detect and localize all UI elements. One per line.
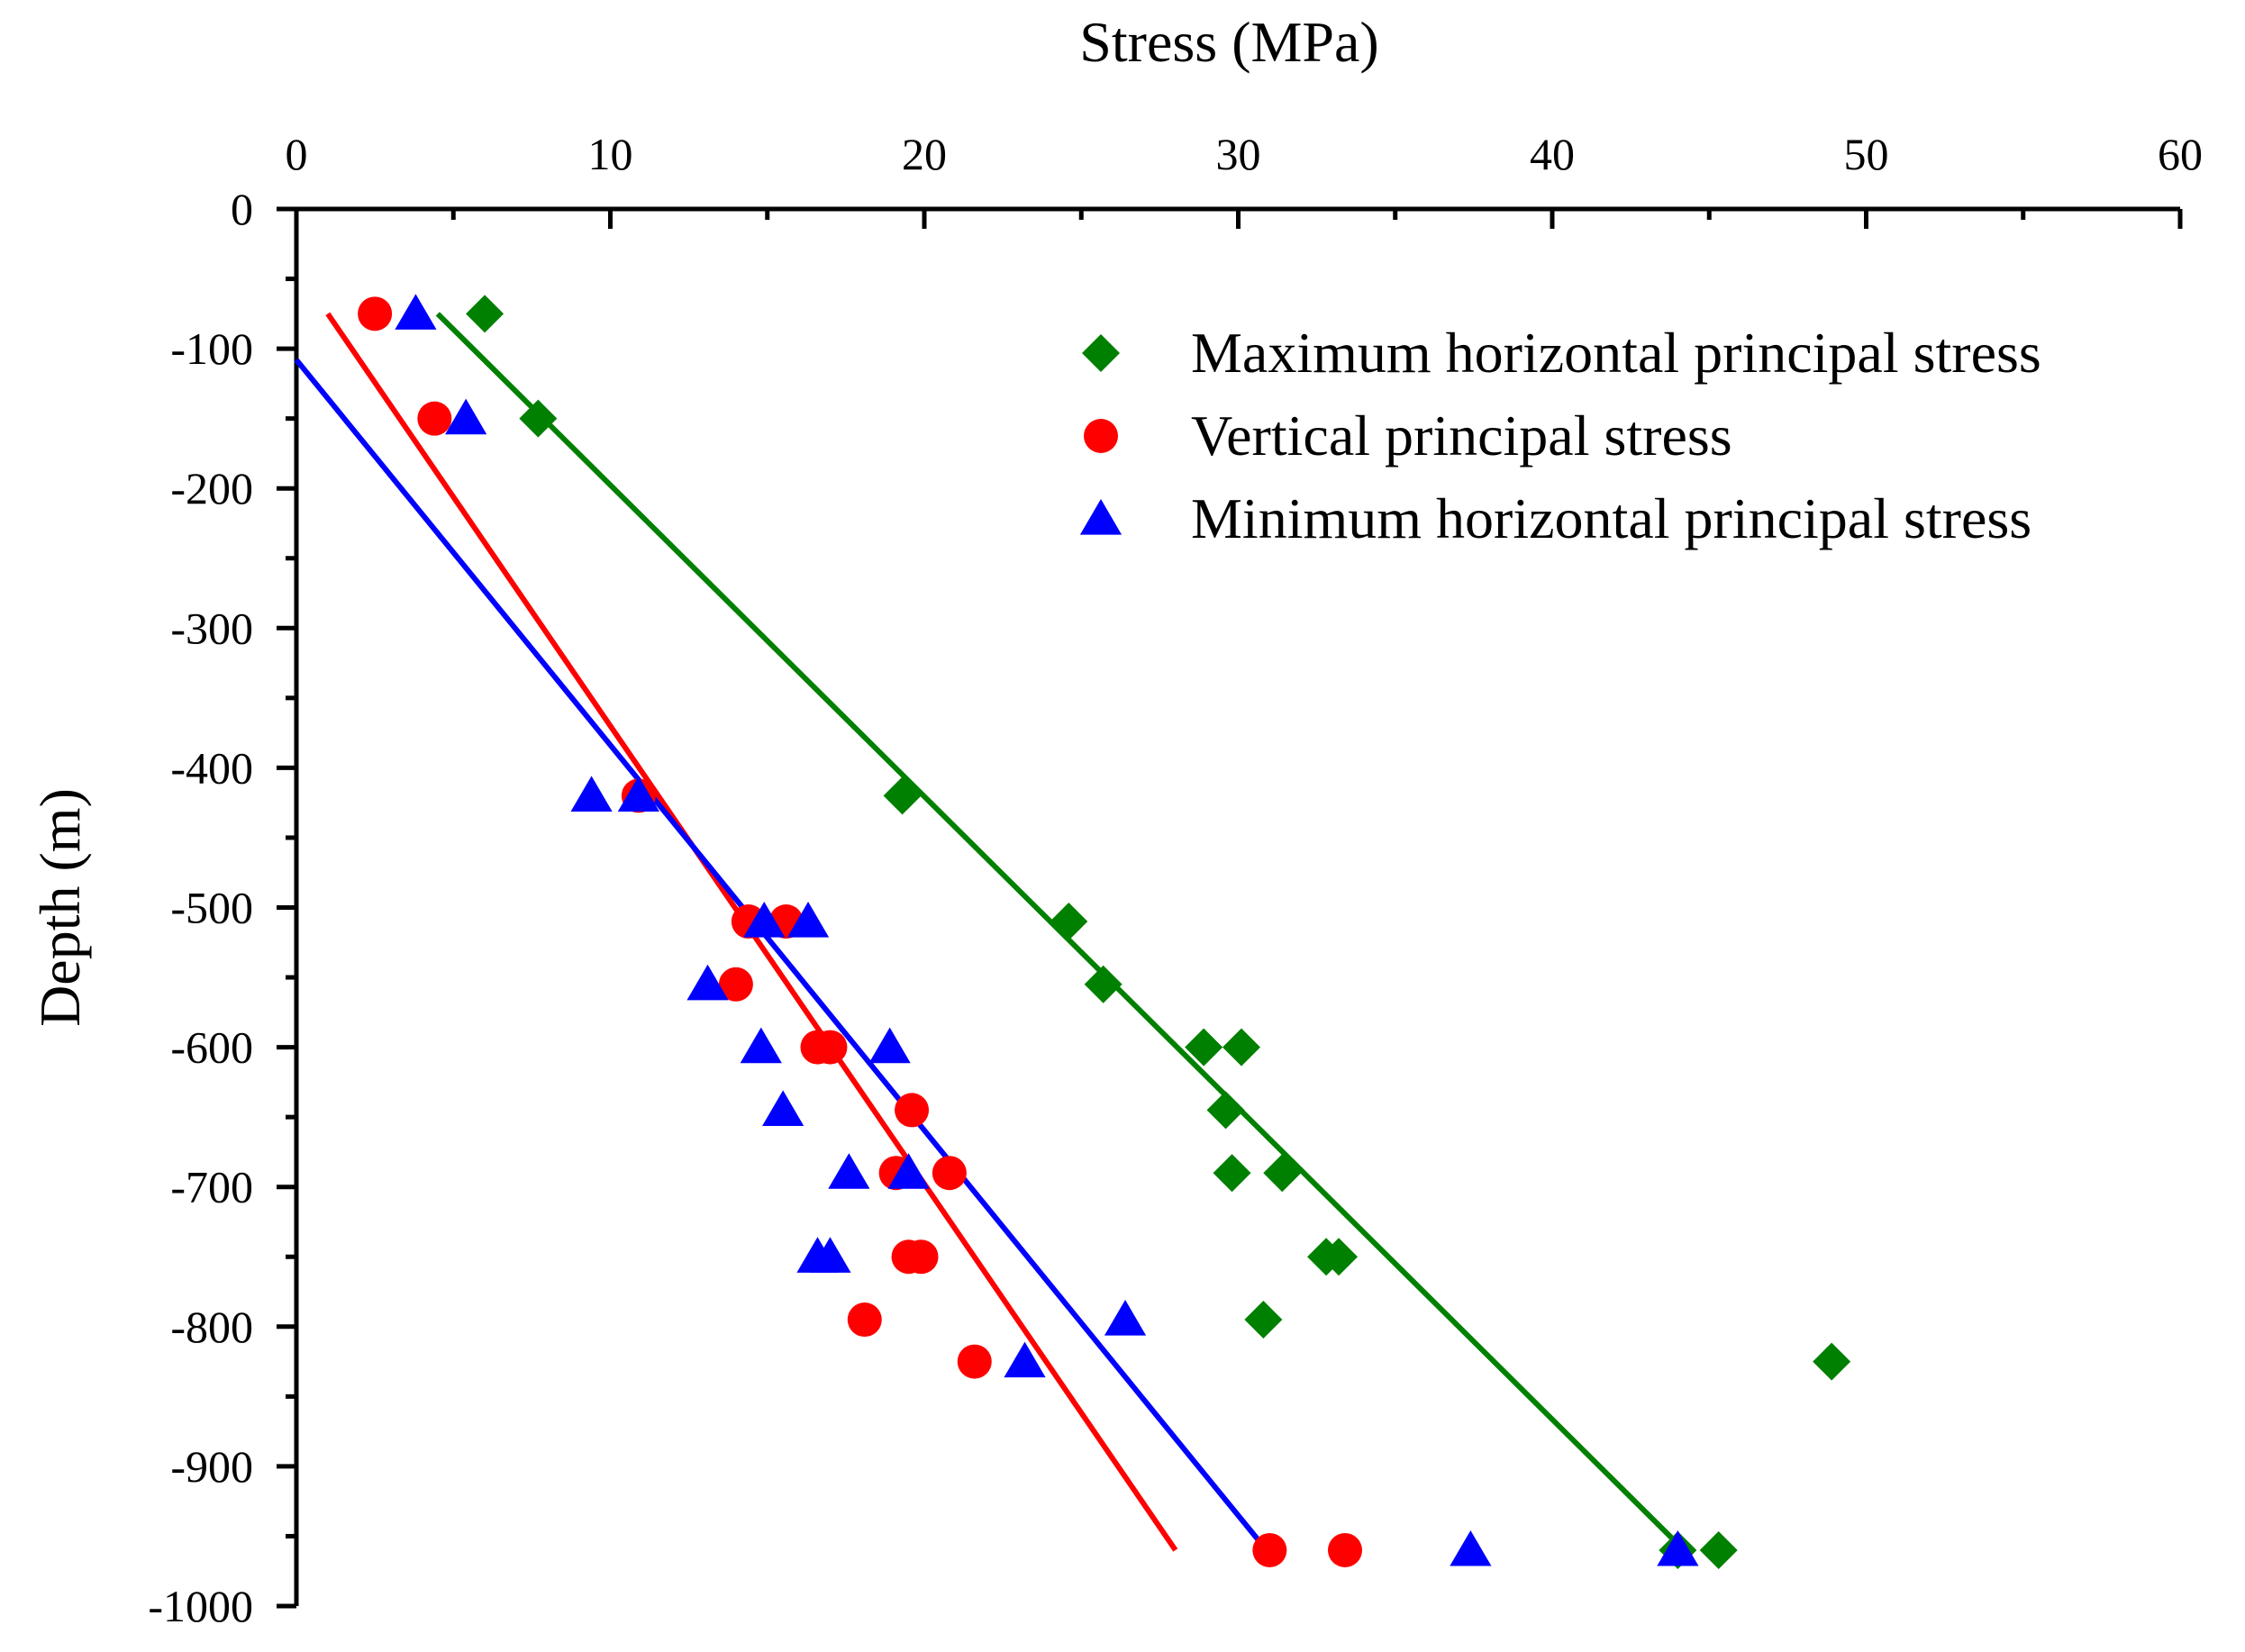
vertical-point: [718, 967, 753, 1002]
y-tick-label: -800: [170, 1302, 253, 1352]
legend-marker-min-horizontal: [1079, 499, 1122, 535]
max-horizontal-point: [1213, 1154, 1251, 1193]
axes: 0 10 20 30 40 50 60 0 -100 -200 -300 -400 -500 -600 -7…: [28, 10, 2203, 1631]
vertical-point: [417, 401, 452, 436]
y-tick-label: -100: [170, 323, 253, 374]
data-markers: [358, 294, 1851, 1569]
vertical-point: [1327, 1532, 1362, 1567]
max-horizontal-point: [1813, 1342, 1851, 1381]
y-tick-label: -500: [170, 883, 253, 933]
max-horizontal-point: [1185, 1028, 1223, 1067]
y-tick-label: -400: [170, 742, 253, 793]
vertical-point: [1252, 1532, 1287, 1567]
max-horizontal-point: [1263, 1154, 1302, 1193]
min-horizontal-point: [570, 776, 613, 812]
min-horizontal-point: [786, 902, 830, 938]
max-horizontal-point: [1699, 1530, 1738, 1569]
y-tick-label: -900: [170, 1441, 253, 1492]
max-horizontal-point: [519, 399, 558, 438]
max-horizontal-point: [466, 295, 504, 333]
x-tick-label: 30: [1216, 129, 1261, 179]
legend-label-vertical: Vertical principal stress: [1191, 404, 1732, 467]
max-horizontal-point: [1244, 1301, 1283, 1339]
min-horizontal-point: [762, 1090, 804, 1126]
min-horizontal-point: [887, 1153, 930, 1189]
legend-marker-max-horizontal: [1082, 334, 1120, 372]
x-tick-label: 40: [1530, 129, 1575, 179]
max-horizontal-point: [883, 776, 922, 815]
vertical-point: [904, 1239, 939, 1275]
vertical-point: [847, 1303, 882, 1338]
min-horizontal-point: [1004, 1341, 1046, 1378]
y-tick-label: -1000: [148, 1581, 253, 1631]
min-horizontal-point: [1450, 1529, 1492, 1566]
max-horizontal-point: [1222, 1028, 1260, 1067]
min-horizontal-point: [686, 964, 729, 1001]
min-horizontal-point: [445, 398, 487, 435]
min-horizontal-point: [395, 294, 437, 330]
x-tick-label: 0: [286, 129, 308, 179]
max-horizontal-point: [1206, 1091, 1245, 1130]
min-horizontal-point: [1657, 1529, 1699, 1566]
vertical-point: [358, 296, 393, 331]
min-horizontal-point: [828, 1153, 870, 1189]
legend: Maximum horizontal principal stress Verti…: [1079, 321, 2041, 550]
min-horizontal-point: [743, 902, 786, 938]
vertical-point: [895, 1093, 930, 1128]
min-horizontal-fit-line: [294, 358, 1269, 1552]
x-tick-label: 50: [1844, 129, 1889, 179]
vertical-point: [813, 1030, 848, 1065]
y-tick-label: 0: [231, 184, 253, 234]
y-tick-label: -200: [170, 463, 253, 513]
y-axis-title: Depth (m): [28, 788, 92, 1027]
legend-label-min-horizontal: Minimum horizontal principal stress: [1191, 486, 2031, 550]
y-tick-label: -600: [170, 1022, 253, 1073]
vertical-point: [957, 1344, 992, 1379]
x-axis-title: Stress (MPa): [1079, 10, 1378, 74]
y-tick-label: -300: [170, 603, 253, 653]
min-horizontal-point: [809, 1237, 851, 1273]
min-horizontal-point: [1104, 1300, 1147, 1336]
min-horizontal-point: [868, 1027, 911, 1064]
vertical-point: [932, 1156, 967, 1191]
min-horizontal-point: [617, 776, 659, 812]
max-horizontal-point: [1320, 1238, 1359, 1276]
x-tick-label: 60: [2158, 129, 2203, 179]
x-tick-label: 10: [588, 129, 633, 179]
legend-marker-vertical: [1084, 419, 1118, 453]
max-horizontal-point: [1050, 903, 1088, 941]
max-horizontal-point: [1084, 965, 1122, 1003]
y-tick-label: -700: [170, 1162, 253, 1212]
legend-label-max-horizontal: Maximum horizontal principal stress: [1191, 321, 2041, 385]
min-horizontal-point: [740, 1027, 782, 1064]
x-tick-label: 20: [902, 129, 947, 179]
